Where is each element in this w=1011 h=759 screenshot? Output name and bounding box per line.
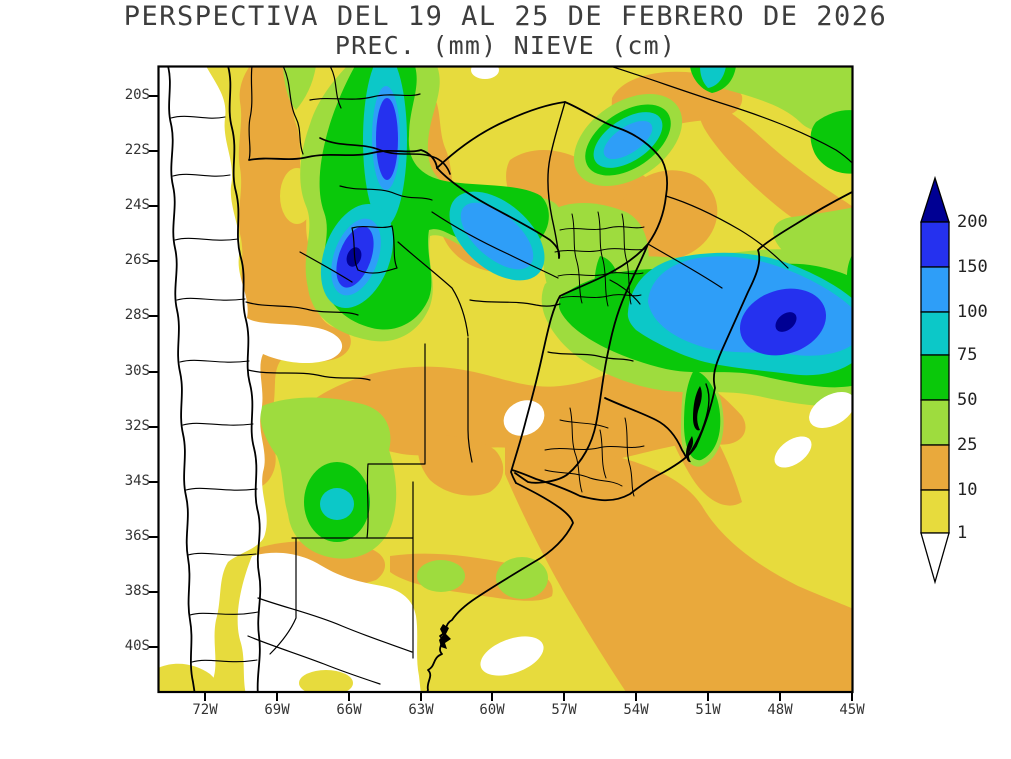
atlantic-coastline-north bbox=[511, 191, 852, 502]
y-axis-label-22s: 22S bbox=[124, 142, 150, 158]
y-axis-label-28s: 28S bbox=[124, 307, 150, 323]
contour-yellow-over-white bbox=[159, 663, 353, 691]
y-axis-label-30s: 30S bbox=[124, 363, 150, 379]
x-axis-label-45w: 45W bbox=[839, 702, 865, 718]
x-axis-label-54w: 54W bbox=[623, 702, 649, 718]
legend-label-150: 150 bbox=[957, 257, 988, 277]
chile-region-borders bbox=[170, 115, 259, 663]
contour-layer-navy bbox=[346, 247, 797, 332]
legend-label-200: 200 bbox=[957, 212, 988, 232]
uruguay-river bbox=[514, 243, 649, 484]
legend-label-25: 25 bbox=[957, 435, 978, 455]
contour-layer-white bbox=[159, 67, 852, 691]
x-axis-label-60w: 60W bbox=[479, 702, 505, 718]
title-line-1: PERSPECTIVA DEL 19 AL 25 DE FEBRERO DE 2… bbox=[123, 1, 888, 32]
y-axis-label-20s: 20S bbox=[124, 87, 150, 103]
brazil-uruguay-border bbox=[604, 397, 687, 458]
legend-label-50: 50 bbox=[957, 390, 978, 410]
legend-label-100: 100 bbox=[957, 302, 988, 322]
bolivia-paraguay-border bbox=[436, 101, 566, 169]
x-axis-label-63w: 63W bbox=[408, 702, 434, 718]
x-axis-label-66w: 66W bbox=[336, 702, 362, 718]
legend-label-75: 75 bbox=[957, 345, 978, 365]
lagoon-water-marks bbox=[439, 386, 702, 649]
x-axis-label-51w: 51W bbox=[695, 702, 721, 718]
x-axis-label-57w: 57W bbox=[551, 702, 577, 718]
y-axis-label-38s: 38S bbox=[124, 583, 150, 599]
legend-bar bbox=[920, 175, 950, 585]
paraguay-brazil-border bbox=[564, 101, 669, 197]
uruguay-department-borders bbox=[544, 407, 645, 497]
axis-ticks bbox=[149, 95, 853, 701]
paraguay-district-borders bbox=[547, 101, 646, 307]
atlantic-coastline-buenosaires bbox=[426, 482, 574, 691]
argentina-bolivia-border bbox=[248, 149, 438, 169]
map-frame bbox=[157, 65, 854, 694]
province-borders bbox=[245, 67, 852, 685]
x-axis-label-72w: 72W bbox=[192, 702, 218, 718]
y-axis-label-32s: 32S bbox=[124, 418, 150, 434]
title-line-2: PREC. (mm) NIEVE (cm) bbox=[334, 31, 677, 60]
y-axis-label-24s: 24S bbox=[124, 197, 150, 213]
x-axis-label-48w: 48W bbox=[767, 702, 793, 718]
legend-label-1: 1 bbox=[957, 523, 968, 543]
argentina-chile-border bbox=[227, 67, 262, 691]
legend-label-10: 10 bbox=[957, 480, 978, 500]
y-axis-label-40s: 40S bbox=[124, 638, 150, 654]
x-axis-label-69w: 69W bbox=[264, 702, 290, 718]
y-axis-label-36s: 36S bbox=[124, 528, 150, 544]
page-title: PERSPECTIVA DEL 19 AL 25 DE FEBRERO DE 2… bbox=[0, 2, 1011, 60]
pacific-coastline bbox=[167, 67, 196, 691]
y-axis-label-34s: 34S bbox=[124, 473, 150, 489]
y-axis-label-26s: 26S bbox=[124, 252, 150, 268]
parana-river bbox=[510, 195, 667, 484]
